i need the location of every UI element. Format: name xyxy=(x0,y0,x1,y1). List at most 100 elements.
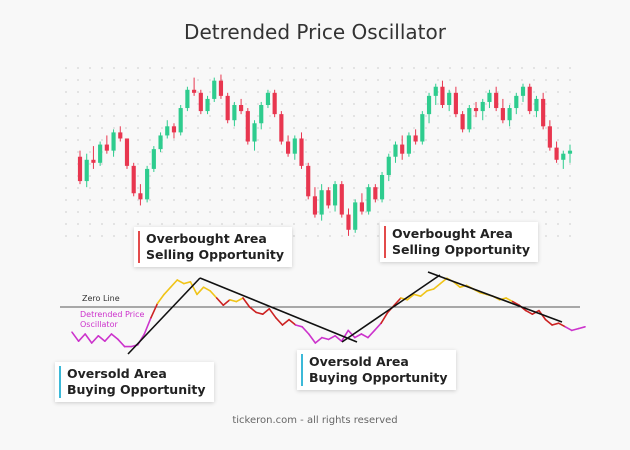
dpo-segment xyxy=(525,309,534,316)
candle-body xyxy=(306,165,311,197)
candle-body xyxy=(232,105,237,121)
candle-body xyxy=(178,108,183,133)
callout-oversold-1: Oversold Area Buying Opportunity xyxy=(55,362,214,402)
trendline-up-1 xyxy=(127,277,201,355)
candle-body xyxy=(84,159,89,182)
dpo-segment xyxy=(248,306,257,314)
dpo-segment xyxy=(275,316,284,326)
candle-body xyxy=(440,86,445,105)
dpo-segment xyxy=(314,336,323,344)
page-title: Detrended Price Oscillator xyxy=(184,20,446,44)
dpo-segment xyxy=(432,282,442,290)
callout-overbought-1: Overbought Area Selling Opportunity xyxy=(134,227,292,267)
candle-body xyxy=(326,190,331,206)
candle-body xyxy=(239,105,244,112)
price-panel-background xyxy=(60,62,580,237)
candle-body xyxy=(77,156,83,182)
candle-body xyxy=(319,190,324,215)
dpo-segment xyxy=(150,302,159,319)
dpo-segment xyxy=(307,333,317,344)
dpo-segment xyxy=(143,316,152,335)
candle-body xyxy=(507,108,512,121)
candle-body xyxy=(98,144,103,163)
dpo-segment xyxy=(202,286,211,292)
dpo-segment xyxy=(222,298,231,307)
callout-accent-bar xyxy=(59,366,61,398)
dpo-segment xyxy=(90,334,100,344)
candle-body xyxy=(212,80,217,99)
dpo-segment xyxy=(557,322,567,328)
candle-body xyxy=(124,138,130,166)
dpo-segment xyxy=(321,336,330,341)
candle-body xyxy=(279,114,284,142)
candle-body xyxy=(158,135,163,150)
dpo-segment xyxy=(327,334,336,341)
footer-credit: tickeron.com - all rights reserved xyxy=(232,415,398,426)
callout-line1: Oversold Area xyxy=(309,354,409,369)
dpo-segment xyxy=(380,311,389,325)
dpo-segment xyxy=(110,333,119,341)
dpo-segment xyxy=(163,286,172,296)
dpo-segment xyxy=(413,293,422,298)
candle-body xyxy=(453,92,458,115)
candle-body xyxy=(265,92,271,105)
candle-body xyxy=(332,184,338,206)
candle-body xyxy=(286,141,291,154)
candle-body xyxy=(252,123,257,142)
candle-body xyxy=(460,114,465,130)
dpo-segment xyxy=(242,297,251,308)
candle-body xyxy=(480,101,485,112)
dpo-label-line1: Detrended Price xyxy=(80,310,145,319)
candle-body xyxy=(245,111,250,142)
dpo-segment xyxy=(334,334,343,343)
dpo-segment xyxy=(288,318,297,326)
candle-body xyxy=(198,92,203,112)
dpo-segment xyxy=(544,318,553,326)
candle-body xyxy=(447,92,452,105)
candle-body xyxy=(292,138,297,154)
candle-body xyxy=(218,80,224,96)
candlestick-series xyxy=(77,74,573,236)
candle-body xyxy=(527,86,532,112)
dpo-segment xyxy=(564,325,573,332)
dpo-segment xyxy=(294,324,303,328)
candle-body xyxy=(151,149,156,169)
candle-body xyxy=(554,147,559,160)
candle-body xyxy=(426,95,432,115)
candle-body xyxy=(400,144,405,154)
candle-body xyxy=(567,150,573,154)
callout-line2: Selling Opportunity xyxy=(392,242,530,257)
dpo-segment xyxy=(281,318,290,326)
candle-body xyxy=(379,175,385,200)
candle-body xyxy=(185,89,190,109)
dpo-segment xyxy=(373,322,382,332)
dpo-segment xyxy=(367,329,376,339)
dpo-series xyxy=(71,277,586,348)
dpo-segment xyxy=(347,329,356,339)
dpo-label-line2: Oscillator xyxy=(80,320,118,329)
dpo-segment xyxy=(104,333,113,343)
dpo-segment xyxy=(77,333,86,343)
candle-body xyxy=(205,98,210,112)
dpo-segment xyxy=(97,334,106,343)
dpo-segment xyxy=(71,331,80,343)
candle-body xyxy=(393,144,398,157)
candle-body xyxy=(272,92,277,115)
trendline-up-2 xyxy=(341,274,441,343)
candle-body xyxy=(225,95,230,121)
dpo-segment xyxy=(209,289,218,299)
candle-body xyxy=(118,132,123,139)
dpo-segment xyxy=(360,333,369,339)
dpo-segment xyxy=(189,280,198,296)
dpo-segment xyxy=(268,307,277,319)
callout-line1: Overbought Area xyxy=(146,231,267,246)
candle-body xyxy=(500,108,505,121)
trendline-down-1 xyxy=(199,277,358,343)
dpo-segment xyxy=(511,300,521,307)
candle-body xyxy=(373,187,378,200)
candle-body xyxy=(547,126,552,148)
candle-body xyxy=(366,187,371,212)
candle-body xyxy=(420,114,425,142)
candle-body xyxy=(534,98,539,112)
callout-overbought-2: Overbought Area Selling Opportunity xyxy=(380,222,538,262)
